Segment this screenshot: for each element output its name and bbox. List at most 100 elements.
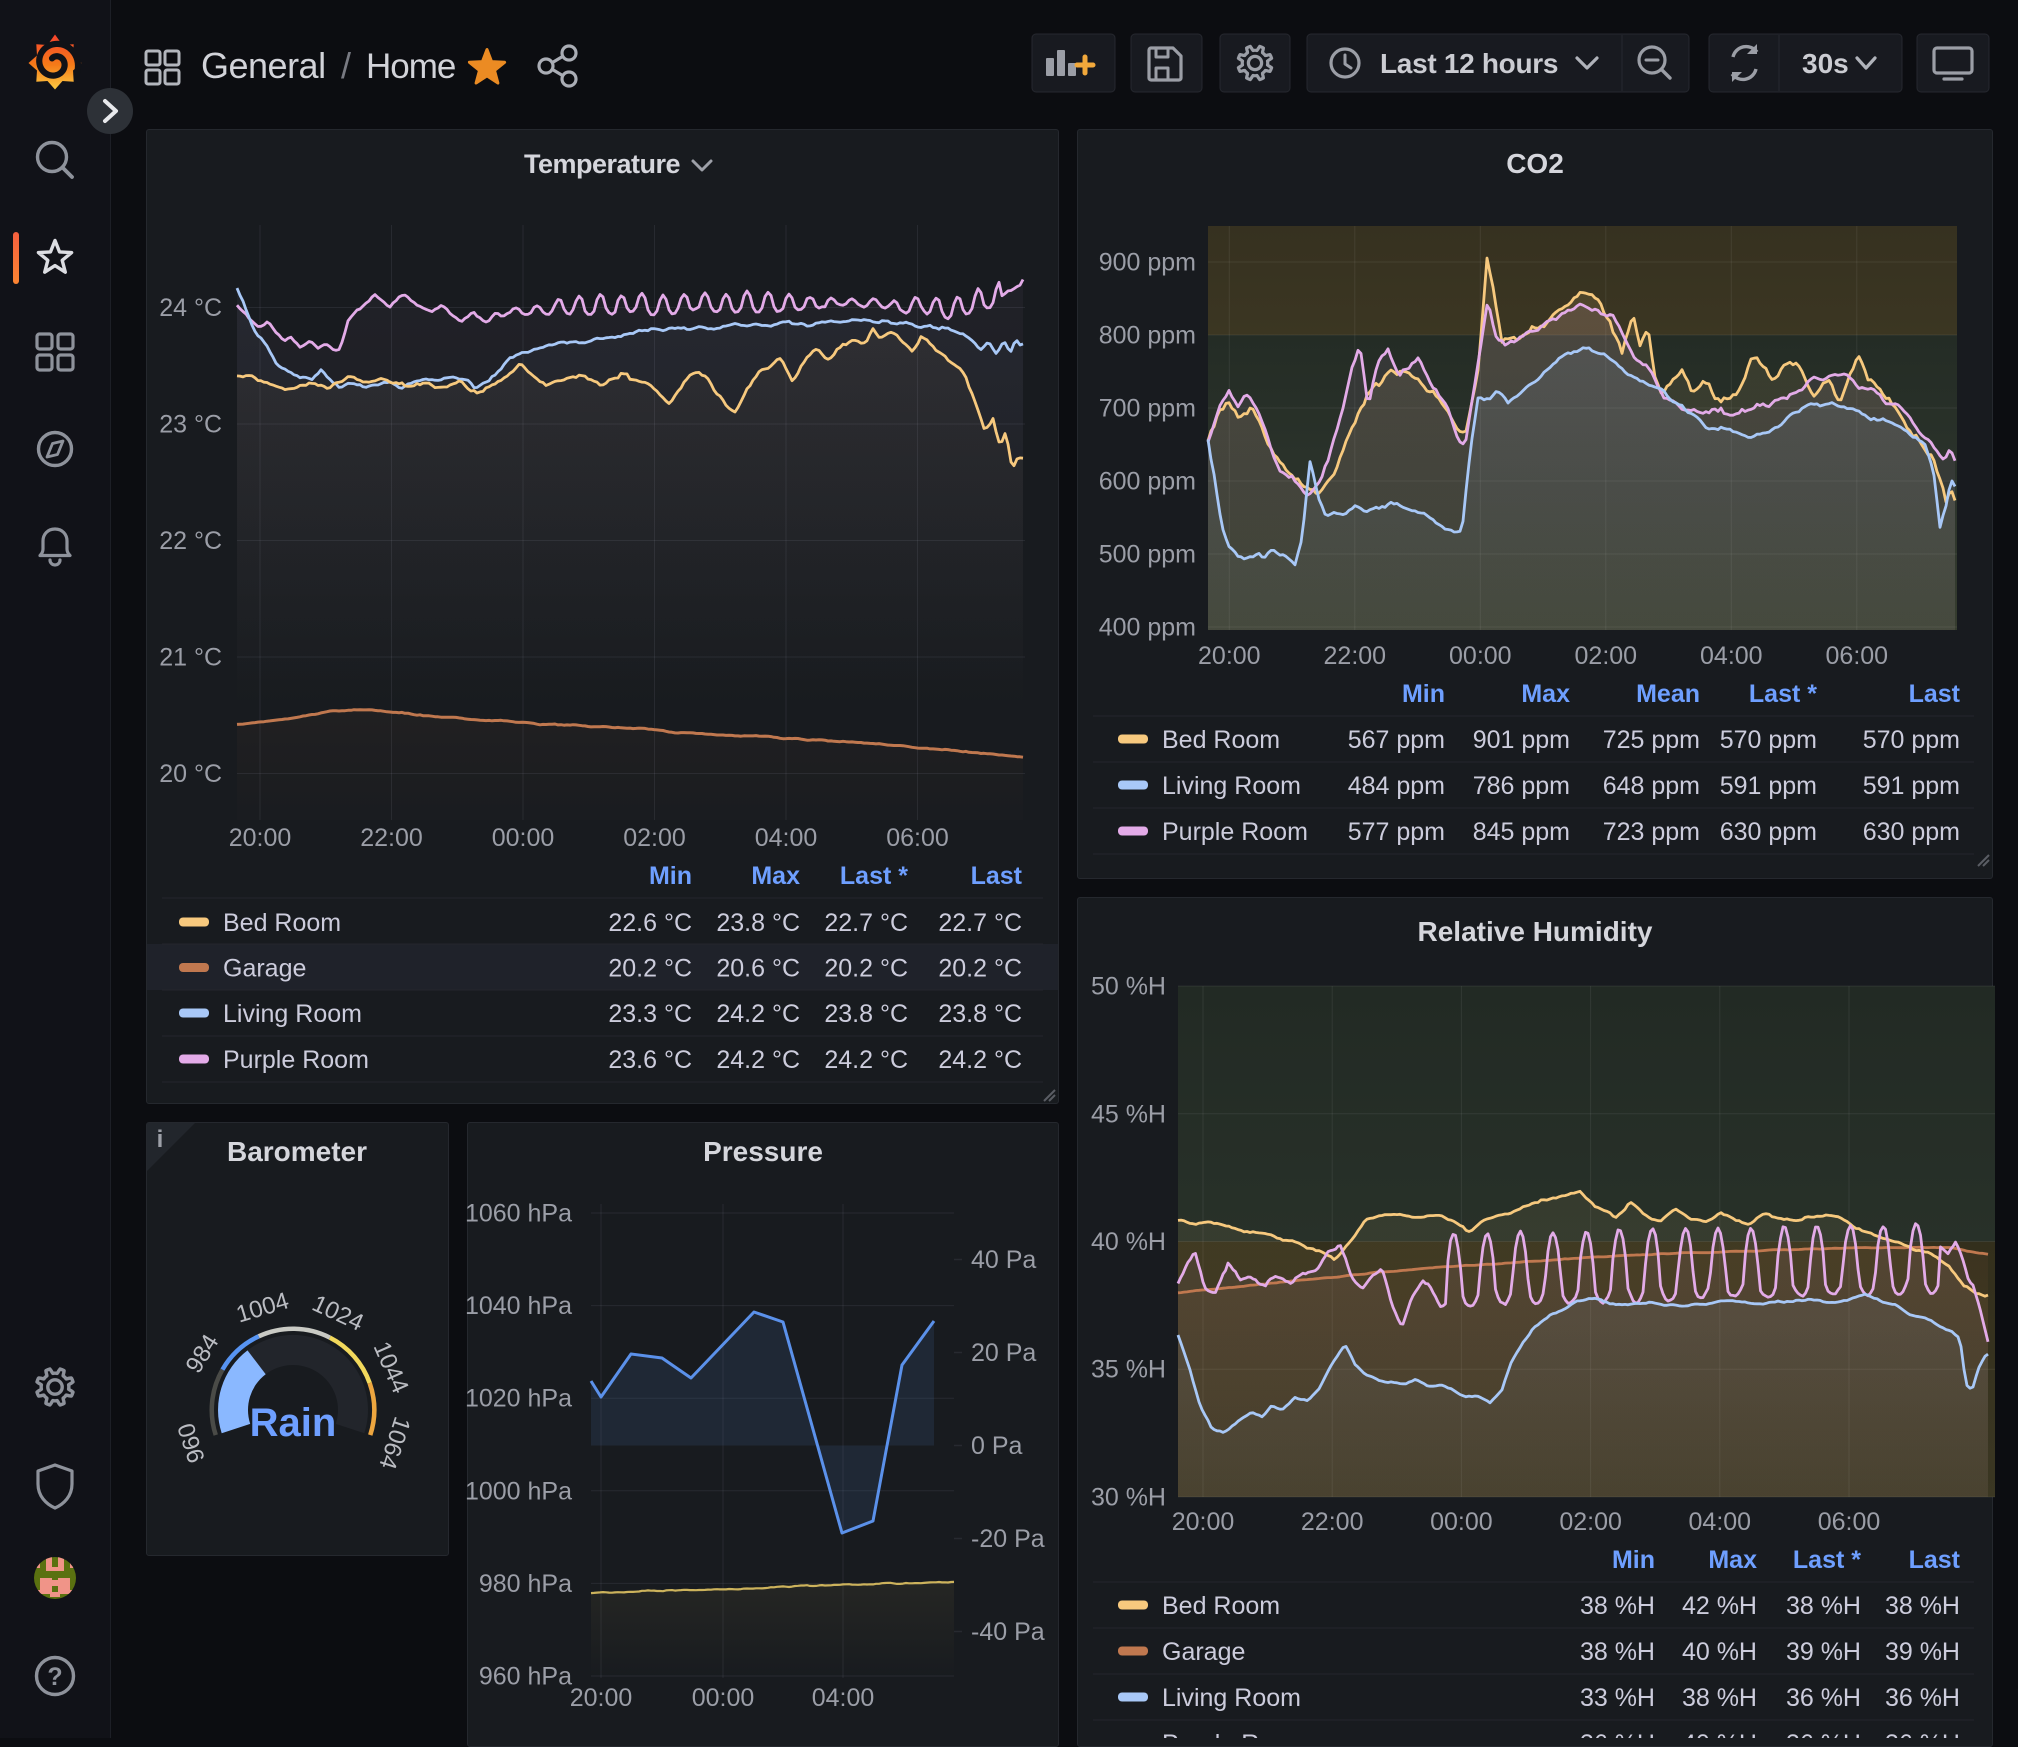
svg-text:980 hPa: 980 hPa <box>479 1570 572 1598</box>
svg-text:00:00: 00:00 <box>692 1684 755 1712</box>
svg-text:30 %H: 30 %H <box>1091 1484 1166 1512</box>
svg-text:?: ? <box>47 1663 62 1691</box>
svg-text:22:00: 22:00 <box>1301 1508 1364 1536</box>
svg-text:Max: Max <box>1708 1546 1757 1574</box>
svg-text:36 %H: 36 %H <box>1580 1730 1655 1738</box>
svg-text:591 ppm: 591 ppm <box>1863 772 1960 800</box>
svg-text:630 ppm: 630 ppm <box>1863 818 1960 846</box>
svg-text:725 ppm: 725 ppm <box>1603 726 1700 754</box>
svg-text:00:00: 00:00 <box>492 824 555 852</box>
svg-text:984: 984 <box>181 1330 225 1378</box>
svg-text:591 ppm: 591 ppm <box>1720 772 1817 800</box>
svg-text:1064: 1064 <box>373 1413 415 1472</box>
svg-text:40 Pa: 40 Pa <box>971 1246 1036 1274</box>
svg-text:20.2 °C: 20.2 °C <box>824 955 908 983</box>
svg-text:1024: 1024 <box>308 1290 368 1337</box>
svg-text:23.3 °C: 23.3 °C <box>608 1000 692 1028</box>
svg-text:Last: Last <box>971 862 1023 890</box>
svg-text:Rain: Rain <box>250 1401 337 1445</box>
svg-text:/: / <box>341 45 351 86</box>
svg-text:42 %H: 42 %H <box>1682 1592 1757 1620</box>
svg-text:Last *: Last * <box>840 862 908 890</box>
svg-text:24 °C: 24 °C <box>159 294 222 322</box>
svg-text:800 ppm: 800 ppm <box>1099 322 1196 350</box>
svg-text:900 ppm: 900 ppm <box>1099 249 1196 277</box>
svg-text:i: i <box>157 1126 164 1153</box>
svg-text:Min: Min <box>1612 1546 1655 1574</box>
svg-text:960 hPa: 960 hPa <box>479 1663 572 1691</box>
svg-text:20:00: 20:00 <box>229 824 292 852</box>
svg-text:06:00: 06:00 <box>886 824 949 852</box>
svg-text:723 ppm: 723 ppm <box>1603 818 1700 846</box>
svg-text:24.2 °C: 24.2 °C <box>824 1046 908 1074</box>
svg-text:Garage: Garage <box>223 955 306 983</box>
svg-text:Living Room: Living Room <box>1162 772 1301 800</box>
svg-text:-40 Pa: -40 Pa <box>971 1618 1045 1646</box>
svg-text:Home: Home <box>366 47 455 86</box>
svg-text:Last: Last <box>1909 680 1961 708</box>
svg-text:Bed Room: Bed Room <box>1162 726 1280 754</box>
svg-text:38 %H: 38 %H <box>1580 1638 1655 1666</box>
svg-text:50 %H: 50 %H <box>1091 973 1166 1001</box>
svg-text:40 %H: 40 %H <box>1682 1730 1757 1738</box>
svg-text:1000 hPa: 1000 hPa <box>465 1477 572 1505</box>
svg-text:45 %H: 45 %H <box>1091 1100 1166 1128</box>
svg-text:22:00: 22:00 <box>1324 642 1387 670</box>
svg-text:20.2 °C: 20.2 °C <box>608 955 692 983</box>
svg-text:36 %H: 36 %H <box>1885 1684 1960 1712</box>
svg-text:400 ppm: 400 ppm <box>1099 614 1196 642</box>
svg-text:33 %H: 33 %H <box>1580 1684 1655 1712</box>
svg-text:845 ppm: 845 ppm <box>1473 818 1570 846</box>
svg-text:02:00: 02:00 <box>1559 1508 1622 1536</box>
svg-text:648 ppm: 648 ppm <box>1603 772 1700 800</box>
svg-text:Last 12 hours: Last 12 hours <box>1380 48 1558 79</box>
svg-text:567 ppm: 567 ppm <box>1348 726 1445 754</box>
svg-text:20:00: 20:00 <box>1172 1508 1235 1536</box>
svg-text:22 °C: 22 °C <box>159 527 222 555</box>
svg-text:20 Pa: 20 Pa <box>971 1339 1036 1367</box>
svg-text:Barometer: Barometer <box>227 1136 367 1167</box>
svg-text:Last *: Last * <box>1793 1546 1861 1574</box>
svg-text:36 %H: 36 %H <box>1786 1730 1861 1738</box>
svg-text:23.8 °C: 23.8 °C <box>938 1000 1022 1028</box>
svg-text:0 Pa: 0 Pa <box>971 1432 1023 1460</box>
svg-text:Max: Max <box>751 862 800 890</box>
svg-text:04:00: 04:00 <box>812 1684 875 1712</box>
svg-text:Relative Humidity: Relative Humidity <box>1418 916 1653 947</box>
svg-text:20.2 °C: 20.2 °C <box>938 955 1022 983</box>
svg-text:24.2 °C: 24.2 °C <box>716 1046 800 1074</box>
svg-text:06:00: 06:00 <box>1826 642 1889 670</box>
svg-text:570 ppm: 570 ppm <box>1720 726 1817 754</box>
svg-text:21 °C: 21 °C <box>159 644 222 672</box>
svg-text:36 %H: 36 %H <box>1786 1684 1861 1712</box>
svg-text:Mean: Mean <box>1636 680 1700 708</box>
svg-text:00:00: 00:00 <box>1430 1508 1493 1536</box>
svg-text:38 %H: 38 %H <box>1682 1684 1757 1712</box>
svg-text:Temperature: Temperature <box>524 149 681 179</box>
svg-text:Bed Room: Bed Room <box>223 909 341 937</box>
svg-text:22.6 °C: 22.6 °C <box>608 909 692 937</box>
svg-text:23.6 °C: 23.6 °C <box>608 1046 692 1074</box>
svg-text:577 ppm: 577 ppm <box>1348 818 1445 846</box>
svg-text:1020 hPa: 1020 hPa <box>465 1385 572 1413</box>
svg-text:1040 hPa: 1040 hPa <box>465 1292 572 1320</box>
svg-text:24.2 °C: 24.2 °C <box>938 1046 1022 1074</box>
svg-text:00:00: 00:00 <box>1449 642 1512 670</box>
svg-text:40 %H: 40 %H <box>1682 1638 1757 1666</box>
svg-text:36 %H: 36 %H <box>1885 1730 1960 1738</box>
svg-text:570 ppm: 570 ppm <box>1863 726 1960 754</box>
svg-text:600 ppm: 600 ppm <box>1099 468 1196 496</box>
svg-text:23.8 °C: 23.8 °C <box>824 1000 908 1028</box>
svg-text:Last: Last <box>1909 1546 1961 1574</box>
svg-text:630 ppm: 630 ppm <box>1720 818 1817 846</box>
svg-text:Purple Room: Purple Room <box>1162 818 1308 846</box>
svg-text:Bed Room: Bed Room <box>1162 1592 1280 1620</box>
svg-text:39 %H: 39 %H <box>1786 1638 1861 1666</box>
svg-text:04:00: 04:00 <box>1689 1508 1752 1536</box>
svg-text:1044: 1044 <box>368 1338 414 1398</box>
svg-text:Garage: Garage <box>1162 1638 1245 1666</box>
svg-text:23 °C: 23 °C <box>159 411 222 439</box>
svg-text:04:00: 04:00 <box>1700 642 1763 670</box>
svg-text:40 %H: 40 %H <box>1091 1228 1166 1256</box>
svg-text:Purple Room: Purple Room <box>223 1046 369 1074</box>
